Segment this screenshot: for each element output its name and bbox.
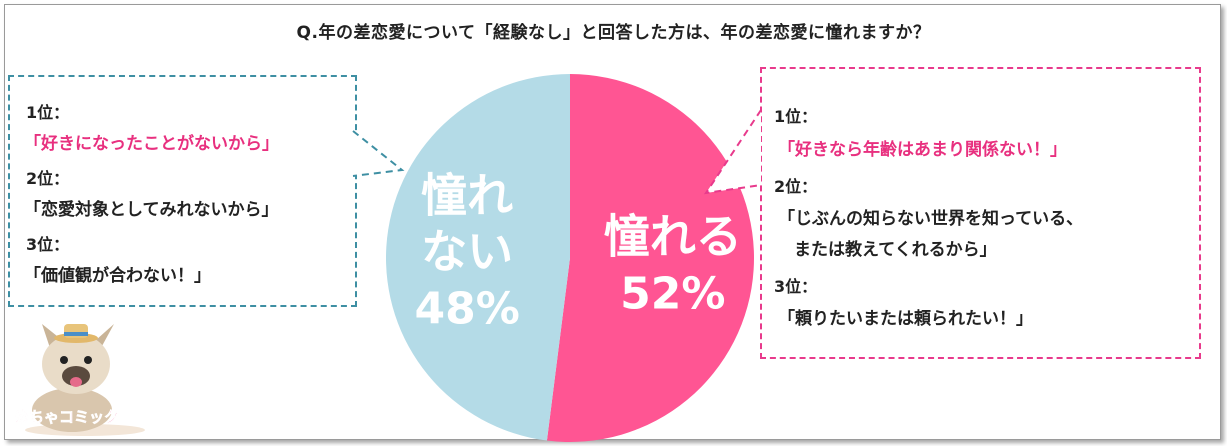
slice-category-label: 憧れる [604, 209, 742, 263]
reason-text: 「恋愛対象としてみれないから」 [24, 200, 279, 220]
rank-label: 2位： [774, 177, 818, 196]
rank-label: 1位： [26, 103, 70, 122]
chart-title: Q.年の差恋愛について「経験なし」と回答した方は、年の差恋愛に憧れますか？ [296, 23, 931, 43]
reason-text: 「好きなら年齢はあまり関係ない！」 [778, 140, 1067, 160]
reason-text: 「価値観が合わない！」 [24, 266, 211, 286]
reason-text: 「じぶんの知らない世界を知っている、 [778, 209, 1084, 229]
rank-label: 2位： [26, 169, 70, 188]
mascot-dog-logo: めちゃコミック [14, 324, 145, 436]
callout-tail-left-outline [352, 130, 405, 177]
rank-label: 1位： [774, 107, 818, 126]
slice-category-label: ない [421, 225, 513, 279]
rank-label: 3位： [774, 277, 818, 296]
reason-text: 「好きになったことがないから」 [24, 134, 279, 154]
slice-category-label: 憧れ [421, 169, 513, 223]
reasons-box-yes: 1位： 「好きなら年齢はあまり関係ない！」 2位： 「じぶんの知らない世界を知っ… [760, 67, 1201, 359]
pie-slice [385, 74, 570, 441]
slice-value-label: 48% [414, 284, 519, 335]
reason-text: 「頼りたいまたは頼られたい！」 [778, 309, 1033, 329]
pie-slice [546, 74, 754, 442]
logo-text: めちゃコミック [14, 408, 119, 426]
slice-value-label: 52% [620, 268, 725, 319]
callout-tail-left [353, 131, 402, 176]
reason-text-continued: または教えてくれるから」 [794, 240, 997, 260]
rank-label: 3位： [26, 235, 70, 254]
reasons-box-no: 1位： 「好きになったことがないから」 2位： 「恋愛対象としてみれないから」 … [8, 75, 357, 307]
callout-tail-right-outline [703, 109, 762, 195]
